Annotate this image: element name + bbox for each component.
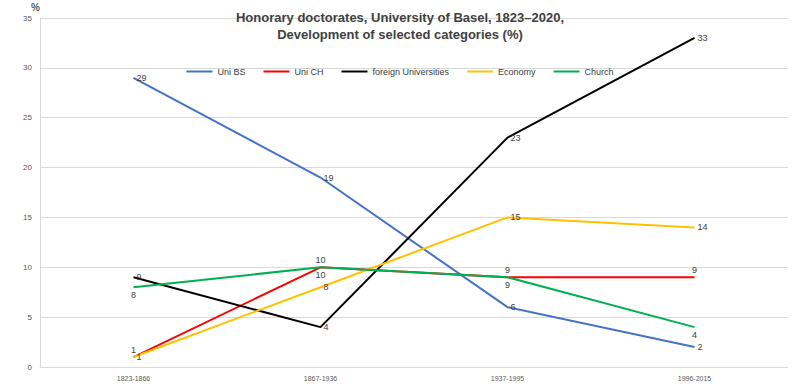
svg-text:25: 25 (23, 113, 32, 122)
svg-text:20: 20 (23, 163, 32, 172)
svg-text:1: 1 (137, 352, 142, 362)
svg-text:1937-1995: 1937-1995 (491, 375, 525, 382)
svg-text:1823-1866: 1823-1866 (117, 375, 151, 382)
svg-text:33: 33 (698, 33, 708, 43)
svg-text:1: 1 (131, 345, 136, 355)
svg-text:1996-2015: 1996-2015 (678, 375, 712, 382)
svg-text:29: 29 (137, 73, 147, 83)
svg-text:%: % (31, 2, 40, 13)
svg-text:Uni CH: Uni CH (294, 67, 323, 77)
svg-text:10: 10 (315, 270, 325, 280)
svg-text:5: 5 (28, 313, 33, 322)
svg-text:19: 19 (324, 173, 334, 183)
svg-text:Church: Church (585, 67, 614, 77)
svg-text:4: 4 (692, 330, 697, 340)
svg-text:9: 9 (692, 265, 697, 275)
svg-text:15: 15 (511, 212, 521, 222)
svg-text:Honorary doctorates, Universit: Honorary doctorates, University of Basel… (236, 10, 564, 25)
svg-text:8: 8 (131, 290, 136, 300)
svg-text:2: 2 (698, 342, 703, 352)
svg-text:14: 14 (698, 222, 708, 232)
svg-text:6: 6 (511, 302, 516, 312)
svg-text:9: 9 (505, 280, 510, 290)
svg-text:30: 30 (23, 63, 32, 72)
svg-text:Economy: Economy (498, 67, 536, 77)
svg-text:9: 9 (137, 272, 142, 282)
svg-text:23: 23 (511, 133, 521, 143)
svg-text:35: 35 (23, 14, 32, 23)
svg-text:15: 15 (23, 213, 32, 222)
svg-text:8: 8 (324, 282, 329, 292)
svg-text:4: 4 (324, 322, 329, 332)
svg-text:9: 9 (505, 265, 510, 275)
svg-text:10: 10 (315, 255, 325, 265)
svg-text:10: 10 (23, 263, 32, 272)
svg-text:foreign Universities: foreign Universities (372, 67, 449, 77)
svg-text:Uni BS: Uni BS (217, 67, 245, 77)
svg-text:Development of selected catego: Development of selected categories (%) (277, 27, 523, 42)
svg-text:0: 0 (28, 363, 33, 372)
svg-text:1867-1936: 1867-1936 (304, 375, 338, 382)
